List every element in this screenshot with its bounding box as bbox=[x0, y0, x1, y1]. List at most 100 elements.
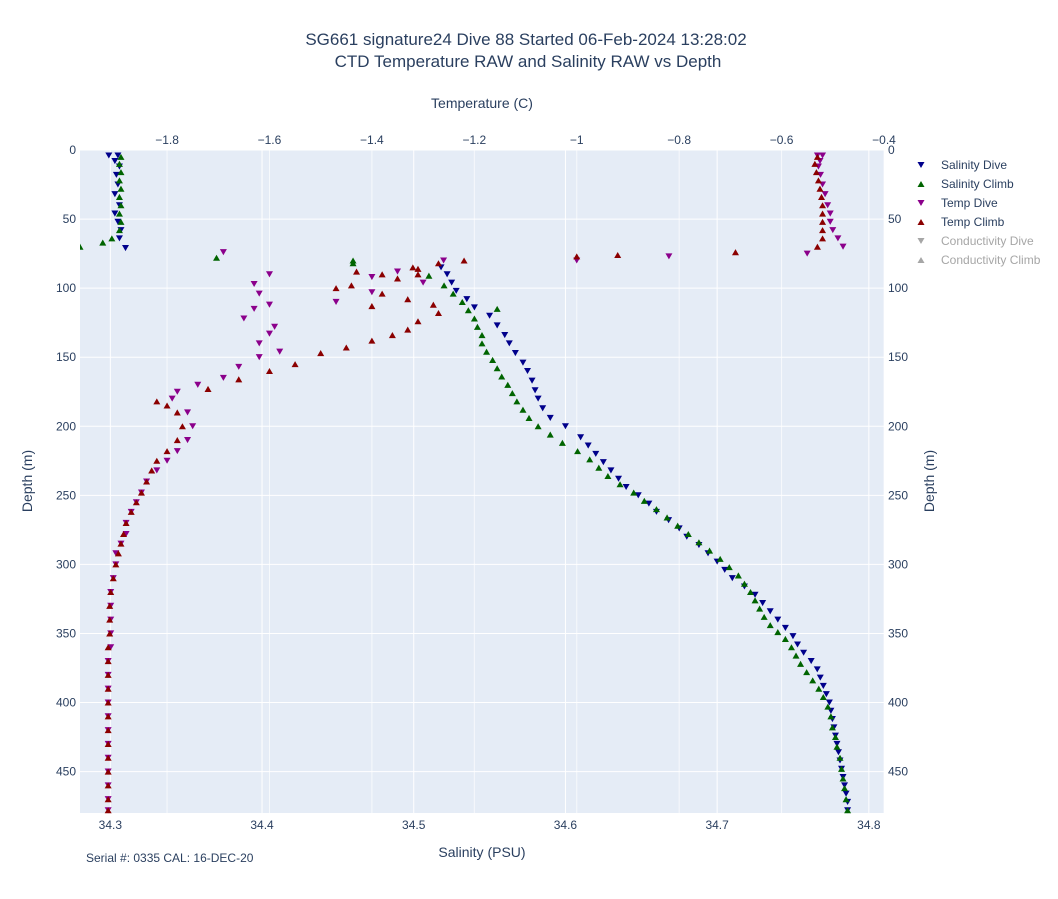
salinity-dive-point bbox=[728, 575, 736, 582]
salinity-climb-point bbox=[115, 177, 123, 184]
temperature-tick-label: −0.4 bbox=[872, 133, 896, 147]
salinity-dive-point bbox=[592, 450, 600, 457]
temp-climb-point bbox=[332, 285, 340, 292]
temp-climb-point bbox=[434, 260, 442, 267]
plot-background bbox=[80, 150, 884, 813]
temp-climb-point bbox=[104, 754, 112, 761]
temp-climb-point bbox=[388, 332, 396, 339]
temp-climb-point bbox=[163, 402, 171, 409]
temp-climb-point bbox=[573, 253, 581, 260]
salinity-climb-point bbox=[630, 489, 638, 496]
salinity-dive-point bbox=[531, 387, 539, 394]
legend-item-salinity-climb[interactable]: Salinity Climb bbox=[917, 177, 1015, 191]
temp-climb-point bbox=[460, 257, 468, 264]
salinity-climb-point bbox=[781, 635, 789, 642]
depth-tick-label-right: 50 bbox=[888, 212, 902, 226]
salinity-climb-point bbox=[842, 796, 850, 803]
temp-dive-point bbox=[665, 253, 673, 260]
salinity-climb-point bbox=[797, 660, 805, 667]
salinity-climb-point bbox=[787, 644, 795, 651]
temp-climb-point bbox=[107, 588, 115, 596]
legend-marker-temp-climb bbox=[917, 218, 925, 226]
legend-label-salinity-climb: Salinity Climb bbox=[941, 177, 1014, 191]
temp-climb-point bbox=[114, 550, 122, 557]
salinity-dive-point bbox=[539, 405, 547, 412]
temp-dive-point bbox=[834, 235, 842, 242]
salinity-dive-point bbox=[822, 691, 830, 698]
temperature-tick-label: −0.6 bbox=[770, 133, 794, 147]
salinity-climb-point bbox=[838, 765, 846, 772]
temp-dive-point bbox=[440, 257, 448, 264]
salinity-climb-point bbox=[760, 613, 768, 620]
legend-marker-temp-dive bbox=[917, 199, 925, 207]
temp-dive-point bbox=[394, 268, 402, 275]
temp-climb-point bbox=[819, 235, 827, 242]
temp-climb-point bbox=[104, 658, 112, 665]
legend-label-salinity-dive: Salinity Dive bbox=[941, 158, 1007, 172]
salinity-dive-point bbox=[645, 500, 653, 507]
temp-climb-point bbox=[173, 409, 181, 416]
temp-climb-point bbox=[819, 227, 827, 234]
salinity-tick-label: 34.4 bbox=[250, 818, 274, 832]
salinity-climb-point bbox=[483, 348, 491, 355]
temp-climb-point bbox=[104, 699, 112, 706]
salinity-dive-point bbox=[774, 616, 782, 623]
legend-item-temp-climb[interactable]: Temp Climb bbox=[917, 215, 1005, 229]
depth-tick-label-left: 100 bbox=[56, 281, 76, 295]
temp-climb-point bbox=[368, 337, 376, 344]
salinity-climb-point bbox=[740, 580, 748, 587]
salinity-climb-point bbox=[595, 464, 603, 471]
salinity-dive-point bbox=[794, 641, 802, 648]
temp-dive-point bbox=[276, 348, 284, 355]
salinity-dive-point bbox=[825, 699, 833, 706]
temp-climb-point bbox=[291, 361, 299, 368]
salinity-dive-point bbox=[105, 152, 113, 159]
temp-climb-point bbox=[394, 275, 402, 282]
temp-climb-point bbox=[104, 713, 112, 720]
salinity-dive-point bbox=[448, 279, 456, 286]
salinity-dive-point bbox=[819, 682, 827, 689]
salinity-climb-point bbox=[836, 754, 844, 761]
temp-climb-point bbox=[347, 282, 355, 289]
salinity-climb-point bbox=[839, 775, 847, 782]
salinity-climb-point bbox=[117, 185, 125, 192]
legend-item-conductivity-climb[interactable]: Conductivity Climb bbox=[917, 253, 1041, 267]
temp-climb-point bbox=[163, 448, 171, 455]
temp-dive-point bbox=[265, 271, 273, 278]
depth-tick-label-right: 150 bbox=[888, 350, 908, 364]
temp-climb-point bbox=[813, 243, 821, 250]
legend-marker-conductivity-climb bbox=[917, 256, 925, 264]
data-marks bbox=[80, 152, 852, 814]
temperature-tick-label: −1.4 bbox=[360, 133, 384, 147]
salinity-tick-label: 34.6 bbox=[554, 818, 578, 832]
temp-climb-point bbox=[104, 685, 112, 692]
salinity-dive-point bbox=[622, 483, 630, 491]
salinity-dive-point bbox=[452, 287, 460, 294]
legend-item-conductivity-dive[interactable]: Conductivity Dive bbox=[917, 234, 1035, 248]
temp-climb-point bbox=[106, 616, 114, 623]
salinity-climb-point bbox=[115, 193, 123, 200]
salinity-climb-point bbox=[827, 713, 835, 720]
salinity-dive-point bbox=[607, 467, 615, 474]
temp-dive-point bbox=[265, 301, 273, 308]
temp-climb-point bbox=[614, 251, 622, 259]
salinity-climb-point bbox=[716, 555, 724, 562]
temp-dive-point bbox=[255, 354, 263, 361]
salinity-climb-point bbox=[349, 260, 357, 267]
salinity-climb-point bbox=[734, 572, 742, 579]
salinity-dive-point bbox=[524, 367, 532, 375]
salinity-climb-point bbox=[652, 506, 660, 513]
temp-climb-point bbox=[813, 153, 821, 160]
temp-climb-point bbox=[819, 202, 827, 209]
salinity-climb-point bbox=[819, 693, 827, 701]
legend-item-temp-dive[interactable]: Temp Dive bbox=[917, 196, 999, 210]
salinity-dive-point bbox=[842, 790, 850, 797]
legend-item-salinity-dive[interactable]: Salinity Dive bbox=[917, 158, 1008, 172]
salinity-climb-point bbox=[115, 227, 123, 234]
depth-tick-label-right: 100 bbox=[888, 281, 908, 295]
salinity-dive-point bbox=[122, 245, 130, 252]
salinity-dive-point bbox=[115, 235, 123, 242]
temp-climb-point bbox=[148, 467, 156, 474]
depth-tick-label-right: 400 bbox=[888, 696, 908, 710]
